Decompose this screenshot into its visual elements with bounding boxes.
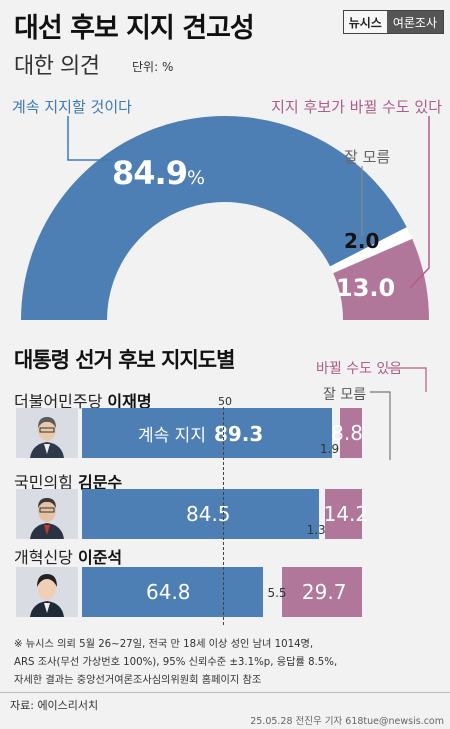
change-leader-line — [409, 116, 430, 289]
note-line: ARS 조사(무선 가상번호 100%), 95% 신뢰수준 ±3.1%p, 응… — [14, 657, 338, 668]
section-title: 대통령 선거 후보 지지도별 — [14, 348, 235, 372]
bar-change-3 — [281, 567, 362, 617]
brand-tag: 여론조사 — [386, 11, 443, 33]
gauge-label-dont-know: 잘 모름 — [344, 148, 391, 166]
gauge-segment-dont-know — [330, 227, 413, 274]
portrait-icon — [16, 489, 78, 539]
gauge-label-change: 지지 후보가 바뀔 수도 있다 — [271, 98, 442, 116]
candidate-photo-1 — [16, 408, 78, 458]
legend-dont-know-leader — [370, 391, 391, 460]
chart-title: 대선 후보 지지 견고성 — [14, 13, 255, 44]
bar-change-value-1: 8.8 — [331, 421, 363, 445]
bar-dont-know-value-2: 1.3 — [306, 523, 326, 537]
bar-keep-value-1: 계속 지지 89.3 — [138, 422, 264, 446]
gauge-value-change: 13.0 — [336, 274, 396, 302]
footer-divider — [0, 692, 450, 693]
gauge-segment-keep — [20, 115, 407, 320]
gauge-label-keep: 계속 지지할 것이다 — [12, 98, 132, 116]
newsis-poll-logo: 뉴시스 여론조사 — [342, 10, 444, 34]
candidate-photo-3 — [16, 567, 78, 617]
gauge-chart — [20, 115, 430, 320]
bar-keep-3 — [82, 567, 264, 617]
portrait-icon — [16, 408, 78, 458]
bar-keep-2 — [82, 489, 319, 539]
unit-label: 단위: % — [132, 60, 174, 74]
note-line: 자세한 결과는 중앙선거여론조사심의위원회 홈페이지 참조 — [14, 675, 262, 686]
candidate-label-2: 국민의힘 김문수 — [14, 473, 123, 492]
credit-line: 25.05.28 전진우 기자 618tue@newsis.com — [250, 716, 444, 727]
axis-line-50 — [223, 407, 224, 625]
legend-change-leader — [388, 367, 427, 392]
survey-notes: ※ 뉴시스 의뢰 5월 26~27일, 전국 만 18세 이상 성인 남녀 10… — [14, 636, 444, 690]
bar-change-2 — [325, 489, 362, 539]
candidate-label-3: 개혁신당 이준석 — [14, 548, 123, 567]
legend-leaders — [370, 367, 427, 460]
candidate-photo-2 — [16, 489, 78, 539]
bar-dont-know-value-3: 5.5 — [267, 586, 287, 600]
bar-dont-know-value-1: 1.9 — [320, 442, 340, 456]
gauge-segment-change — [333, 238, 429, 320]
portrait-icon — [16, 567, 78, 617]
chart-subtitle: 대한 의견 — [14, 54, 100, 79]
candidate-label-1: 더불어민주당 이재명 — [14, 392, 152, 411]
bar-keep-value-3: 64.8 — [146, 580, 191, 604]
gauge-value-keep: 84.9% — [112, 154, 205, 192]
data-source: 자료: 에이스리서치 — [10, 699, 99, 712]
bar-change-value-3: 29.7 — [301, 580, 347, 604]
legend-change: 바뀔 수도 있음 — [316, 361, 403, 377]
axis-tick-50: 50 — [218, 395, 232, 408]
bar-keep-1 — [82, 408, 333, 458]
brand-name: 뉴시스 — [343, 11, 387, 33]
bar-change-1 — [340, 408, 362, 458]
note-line: ※ 뉴시스 의뢰 5월 26~27일, 전국 만 18세 이상 성인 남녀 10… — [14, 639, 314, 650]
bar-change-value-2: 14.2 — [323, 502, 369, 526]
legend-dont-know: 잘 모름 — [323, 387, 367, 403]
keep-leader-line — [67, 116, 112, 161]
gauge-value-dont-know: 2.0 — [344, 229, 380, 253]
